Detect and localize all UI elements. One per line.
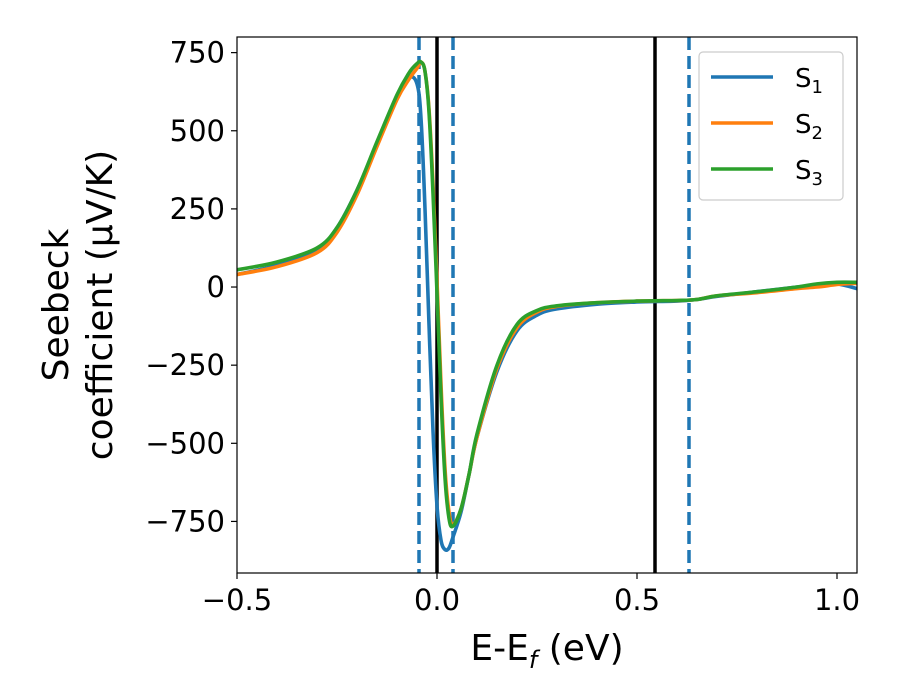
- plot-frame: [236, 36, 858, 574]
- y-tick-label: 0: [207, 270, 225, 304]
- legend-items: S1 S2 S3: [711, 64, 823, 190]
- legend-label-S1: S1: [795, 64, 823, 98]
- y-tick-label: 500: [170, 114, 225, 148]
- y-axis-title-line2: coefficient (μV/K): [80, 150, 121, 460]
- y-tick-label: 750: [170, 36, 225, 70]
- x-axis-ticks: −0.5 0.0 0.5 1.0: [202, 573, 860, 617]
- legend-label-S2: S2: [795, 110, 823, 144]
- y-axis-title: Seebeck coefficient (μV/K): [36, 150, 121, 460]
- series-line-S3: [237, 59, 857, 529]
- x-axis-title-unit: (eV): [537, 628, 623, 669]
- x-tick-label: 0.0: [414, 583, 460, 617]
- series-lines: [237, 59, 857, 553]
- y-axis-title-line1: Seebeck: [36, 228, 77, 381]
- legend-label-S3: S3: [795, 156, 823, 190]
- x-tick-label: 1.0: [814, 583, 860, 617]
- y-tick-label: −750: [145, 504, 225, 538]
- y-tick-label: 250: [170, 192, 225, 226]
- legend-box: [698, 51, 844, 201]
- x-tick-label: 0.5: [614, 583, 660, 617]
- x-tick-label: −0.5: [202, 583, 272, 617]
- y-tick-label: −250: [145, 348, 225, 382]
- x-axis-title-main: E-E: [470, 628, 528, 669]
- legend: S1 S2 S3: [698, 51, 844, 201]
- y-axis-ticks: 750 500 250 0 −250 −500 −750: [145, 36, 237, 538]
- y-tick-label: −500: [145, 426, 225, 460]
- x-axis-title: E-Ef (eV): [470, 628, 623, 674]
